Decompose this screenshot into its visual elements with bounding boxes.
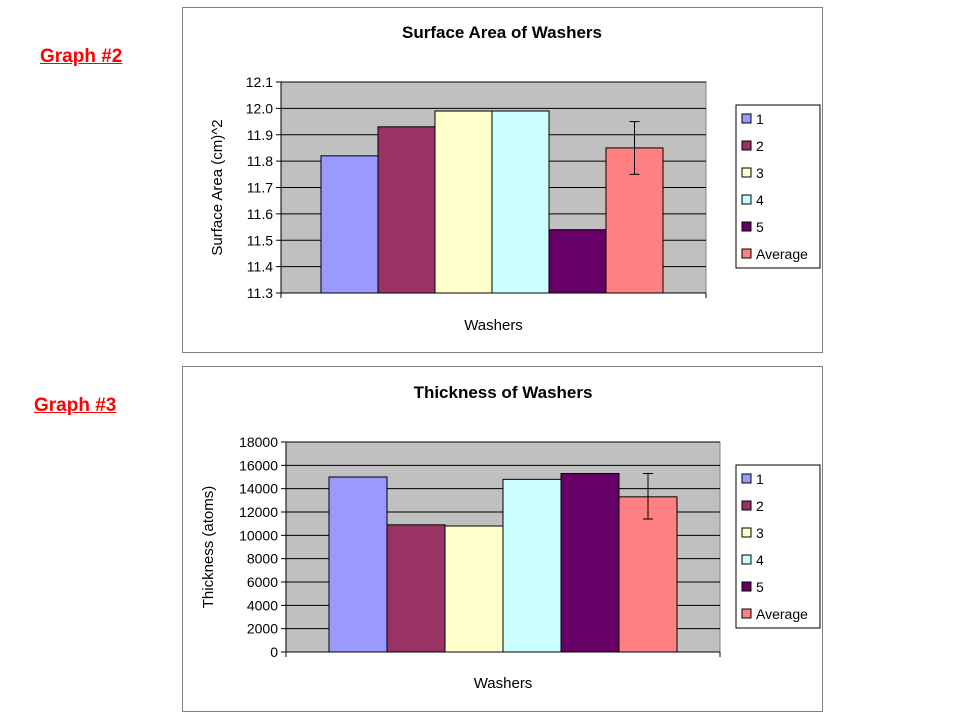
y-tick-label: 11.5: [247, 232, 273, 248]
chart-title: Thickness of Washers: [414, 383, 593, 402]
legend-label-1: 1: [756, 111, 764, 127]
bar-4: [502, 478, 562, 653]
legend-label-1: 1: [756, 471, 764, 487]
y-tick-label: 11.3: [247, 285, 273, 301]
y-tick-label: 18000: [239, 434, 278, 450]
surface-area-chart: Surface Area of Washers 11.3 11.4 11.5 11.6 1…: [182, 7, 823, 353]
y-tick-label: 16000: [239, 457, 278, 473]
y-tick-label: 11.7: [247, 180, 273, 196]
legend-swatch-3: [741, 527, 752, 538]
legend-swatch-2: [741, 140, 752, 151]
bar-2: [386, 524, 446, 653]
legend-label-4: 4: [756, 192, 764, 208]
graph-3-label: Graph #3: [34, 395, 117, 416]
bar-3: [444, 525, 504, 653]
legend-swatch-4: [741, 194, 752, 205]
legend-label-4: 4: [756, 552, 764, 568]
y-tick-label: 10000: [239, 527, 278, 543]
surface-area-chart-svg: Surface Area of Washers 11.3 11.4 11.5 11.6 1…: [209, 23, 821, 334]
y-tick-label: 8000: [247, 551, 278, 567]
y-tick-label: 0: [270, 644, 278, 660]
legend-swatch-5: [741, 221, 752, 232]
graph-2-label: Graph #2: [40, 46, 123, 67]
bar-4: [491, 110, 550, 294]
legend-swatch-1: [741, 113, 752, 124]
bar-1: [328, 476, 388, 653]
legend-swatch-5: [741, 581, 752, 592]
thickness-chart: Thickness of Washers 0 2000 4000 6000 8000 100…: [182, 366, 823, 712]
y-axis-label: Surface Area (cm)^2: [209, 119, 226, 255]
legend-label-2: 2: [756, 498, 764, 514]
y-tick-label: 11.8: [247, 153, 273, 169]
y-tick-label: 11.9: [247, 127, 273, 143]
legend-label-3: 3: [756, 165, 764, 181]
legend-swatch-1: [741, 473, 752, 484]
legend-label-5: 5: [756, 579, 764, 595]
x-axis-label: Washers: [464, 317, 523, 334]
legend: [735, 464, 821, 629]
legend-label-average: Average: [756, 606, 808, 622]
legend-swatch-4: [741, 554, 752, 565]
bar-average: [618, 496, 678, 653]
y-tick-label: 12.1: [246, 74, 273, 90]
bar-5: [560, 473, 620, 653]
legend-label-average: Average: [756, 246, 808, 262]
legend-swatch-average: [741, 608, 752, 619]
legend-label-2: 2: [756, 138, 764, 154]
bar-2: [377, 126, 436, 294]
y-tick-label: 11.6: [247, 206, 273, 222]
y-tick-label: 6000: [247, 574, 278, 590]
legend: [735, 104, 821, 269]
y-tick-label: 11.4: [247, 259, 273, 275]
y-tick-label: 2000: [247, 621, 278, 637]
chart-title: Surface Area of Washers: [402, 23, 602, 42]
y-tick-label: 12.0: [246, 100, 273, 116]
y-axis-label: Thickness (atoms): [200, 486, 217, 609]
thickness-chart-svg: Thickness of Washers 0 2000 4000 6000 8000 100…: [200, 383, 821, 692]
legend-swatch-average: [741, 248, 752, 259]
bar-5: [548, 229, 607, 294]
y-tick-label: 12000: [239, 504, 278, 520]
y-tick-label: 14000: [239, 481, 278, 497]
legend-label-3: 3: [756, 525, 764, 541]
y-tick-label: 4000: [247, 597, 278, 613]
legend-swatch-3: [741, 167, 752, 178]
x-axis-label: Washers: [474, 675, 533, 692]
legend-label-5: 5: [756, 219, 764, 235]
bar-1: [320, 155, 379, 294]
legend-swatch-2: [741, 500, 752, 511]
bar-3: [434, 110, 493, 294]
